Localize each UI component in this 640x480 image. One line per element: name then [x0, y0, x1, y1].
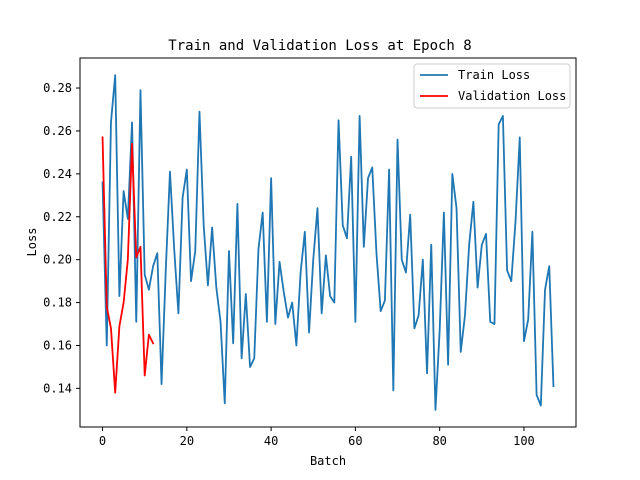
- x-tick-label: 20: [180, 434, 194, 448]
- plot-area: 0 20 40 60 80 100 0.14 0.16 0.18 0.20 0.22 0.24 0.26…: [43, 57, 577, 448]
- legend-label-train-loss: Train Loss: [458, 68, 530, 82]
- y-tick-label: 0.14: [43, 381, 72, 395]
- series-line-train-loss: [101, 74, 555, 411]
- x-tick-label: 100: [513, 434, 535, 448]
- chart-title: Train and Validation Loss at Epoch 8: [168, 38, 471, 54]
- y-tick-label: 0.18: [43, 296, 72, 310]
- legend-box: [413, 63, 571, 109]
- y-tick-label: 0.26: [43, 124, 72, 138]
- y-tick-label: 0.28: [43, 81, 72, 95]
- legend-label-validation-loss: Validation Loss: [458, 89, 566, 103]
- y-tick-label: 0.24: [43, 167, 72, 181]
- series-line-validation-loss: [101, 136, 155, 394]
- x-tick-label: 0: [99, 434, 106, 448]
- axes-frame: [79, 57, 577, 428]
- y-axis-label: Loss: [25, 228, 39, 257]
- x-axis-label: Batch: [310, 454, 346, 468]
- y-tick-label: 0.20: [43, 253, 72, 267]
- x-tick-label: 80: [432, 434, 446, 448]
- y-tick-label: 0.22: [43, 210, 72, 224]
- x-tick-label: 40: [264, 434, 278, 448]
- legend: Train Loss Validation Loss: [413, 63, 571, 109]
- x-tick-label: 60: [348, 434, 362, 448]
- y-tick-label: 0.16: [43, 338, 72, 352]
